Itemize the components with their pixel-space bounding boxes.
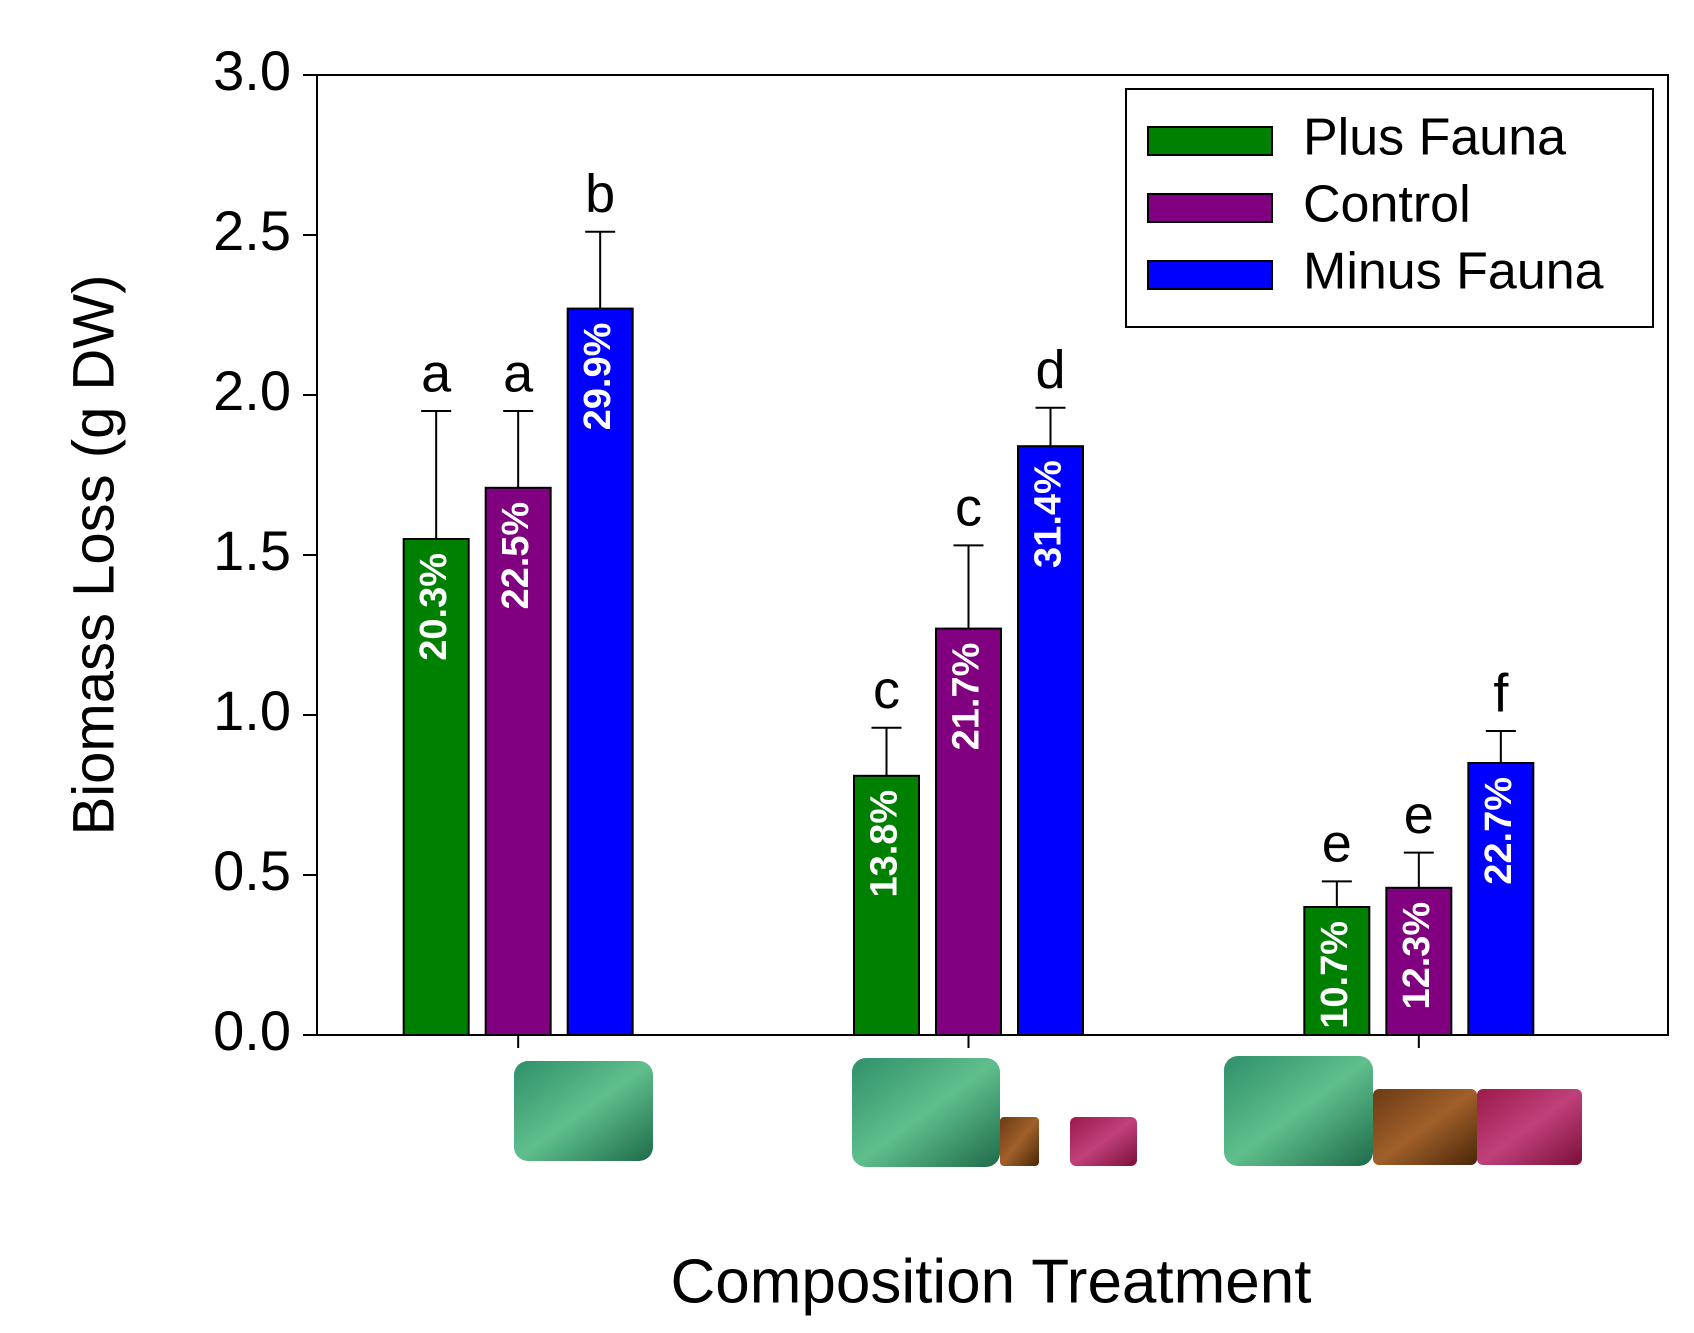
seagrass-image	[852, 1058, 1000, 1167]
significance-letter: c	[873, 660, 900, 720]
y-tick-label: 3.0	[213, 39, 291, 102]
chart: Composition Treatment Biomass Loss (g DW…	[0, 0, 1694, 1333]
significance-letter: e	[1322, 814, 1352, 874]
significance-letter: b	[585, 164, 615, 224]
y-tick-label: 1.5	[213, 519, 291, 582]
legend-swatch	[1148, 127, 1272, 155]
significance-letter: a	[503, 343, 534, 403]
percent-label: 29.9%	[577, 323, 619, 431]
algae-image	[1070, 1117, 1137, 1166]
significance-letter: a	[421, 343, 452, 403]
percent-label: 20.3%	[413, 553, 455, 661]
algae-image	[1477, 1089, 1582, 1165]
detritus-image	[1373, 1089, 1477, 1165]
detritus-image	[1000, 1117, 1039, 1166]
percent-label: 22.5%	[495, 502, 537, 610]
seagrass-image	[514, 1061, 653, 1161]
percent-label: 22.7%	[1478, 777, 1520, 885]
legend: Plus Fauna Control Minus Fauna	[1126, 89, 1653, 327]
legend-swatch	[1148, 194, 1272, 222]
y-tick-label: 0.5	[213, 839, 291, 902]
y-tick-label: 1.0	[213, 679, 291, 742]
y-axis-title: Biomass Loss (g DW)	[61, 275, 126, 836]
y-tick-label: 2.0	[213, 359, 291, 422]
page: {"chart_data": { "type": "bar", "x_label…	[0, 0, 1694, 1333]
treatment-images	[514, 1056, 1582, 1167]
percent-label: 13.8%	[864, 790, 906, 898]
significance-letter: f	[1493, 663, 1509, 723]
percent-label: 21.7%	[946, 643, 988, 751]
significance-letter: e	[1404, 785, 1434, 845]
legend-swatch	[1148, 261, 1272, 289]
seagrass-image	[1224, 1056, 1373, 1166]
significance-letter: c	[955, 478, 982, 538]
percent-label: 31.4%	[1028, 460, 1070, 568]
y-tick-label: 2.5	[213, 199, 291, 262]
legend-label: Control	[1303, 176, 1471, 234]
x-axis-title: Composition Treatment	[671, 1247, 1312, 1316]
significance-letter: d	[1035, 340, 1065, 400]
legend-label: Minus Fauna	[1303, 243, 1604, 301]
percent-label: 10.7%	[1314, 921, 1356, 1029]
legend-label: Plus Fauna	[1303, 109, 1566, 167]
y-tick-label: 0.0	[213, 999, 291, 1062]
percent-label: 12.3%	[1396, 902, 1438, 1010]
